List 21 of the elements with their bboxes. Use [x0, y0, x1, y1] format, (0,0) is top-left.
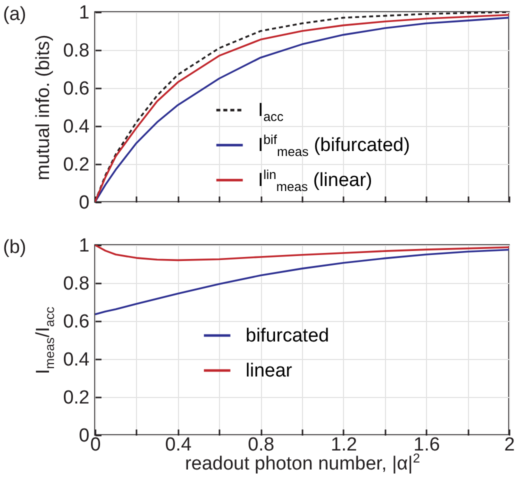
y-tick-label: 0.4 — [63, 116, 90, 138]
legend-label: I$_{acc}$ — [258, 100, 284, 124]
legend-label: bifurcated — [246, 326, 330, 346]
text: (a) — [3, 4, 26, 25]
x-tick-label: 2 — [504, 434, 515, 456]
legend-label: I$^{lin}$$_{meas}$ (linear) — [258, 166, 372, 194]
y-tick-label: 0.8 — [63, 40, 90, 62]
y-tick-label: 0 — [78, 192, 90, 214]
legend-label: linear — [246, 360, 293, 382]
line-series — [95, 248, 509, 316]
y-tick-label: 0.2 — [63, 388, 90, 408]
legend-label: I$^{bif}$$_{meas}$ (bifurcated) — [258, 132, 410, 159]
y-tick-label: 1 — [78, 2, 90, 24]
y-tick-label: 0.6 — [63, 312, 90, 332]
y-tick-label: 0.4 — [63, 350, 90, 370]
y-tick-label: 0.8 — [63, 274, 90, 294]
y-tick-label: 1 — [78, 236, 90, 256]
y-axis-title: mutual info. (bits) — [33, 34, 54, 180]
y-tick-label: 0.2 — [63, 154, 90, 176]
y-tick-label: 0.6 — [63, 78, 90, 100]
text: (b) — [3, 237, 26, 258]
